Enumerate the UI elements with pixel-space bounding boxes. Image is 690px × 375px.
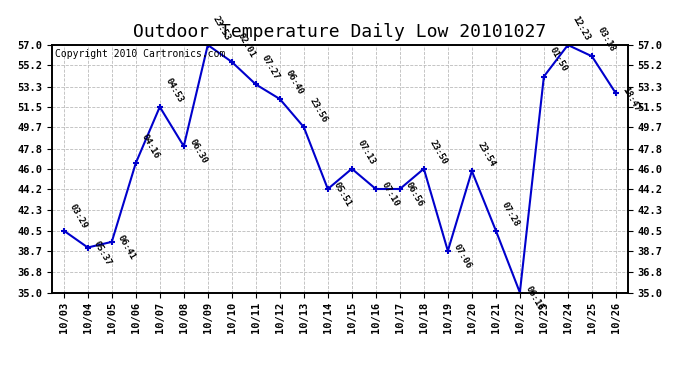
Text: 23:56: 23:56 <box>308 97 329 124</box>
Text: 06:15: 06:15 <box>524 284 545 312</box>
Text: 03:29: 03:29 <box>68 203 89 231</box>
Text: 07:27: 07:27 <box>260 54 282 82</box>
Text: 23:50: 23:50 <box>428 138 449 166</box>
Text: 03:18: 03:18 <box>596 26 618 54</box>
Text: 23:54: 23:54 <box>476 141 497 168</box>
Text: Copyright 2010 Cartronics.com: Copyright 2010 Cartronics.com <box>55 49 225 59</box>
Text: 01:50: 01:50 <box>548 46 569 74</box>
Text: 07:10: 07:10 <box>380 181 401 209</box>
Text: 05:37: 05:37 <box>92 239 113 267</box>
Text: 06:30: 06:30 <box>188 138 209 166</box>
Text: 02:01: 02:01 <box>236 32 257 59</box>
Text: 07:13: 07:13 <box>356 138 377 166</box>
Text: 06:40: 06:40 <box>284 69 305 96</box>
Text: 05:51: 05:51 <box>332 181 353 209</box>
Text: 07:28: 07:28 <box>500 200 521 228</box>
Text: 04:16: 04:16 <box>140 133 161 160</box>
Text: 23:53: 23:53 <box>210 15 232 42</box>
Text: 12:23: 12:23 <box>571 15 592 42</box>
Text: 04:53: 04:53 <box>164 76 185 104</box>
Text: 06:56: 06:56 <box>404 181 425 209</box>
Text: 18:47: 18:47 <box>620 85 641 113</box>
Text: 07:06: 07:06 <box>452 243 473 270</box>
Text: 06:41: 06:41 <box>116 234 137 261</box>
Title: Outdoor Temperature Daily Low 20101027: Outdoor Temperature Daily Low 20101027 <box>133 22 546 40</box>
